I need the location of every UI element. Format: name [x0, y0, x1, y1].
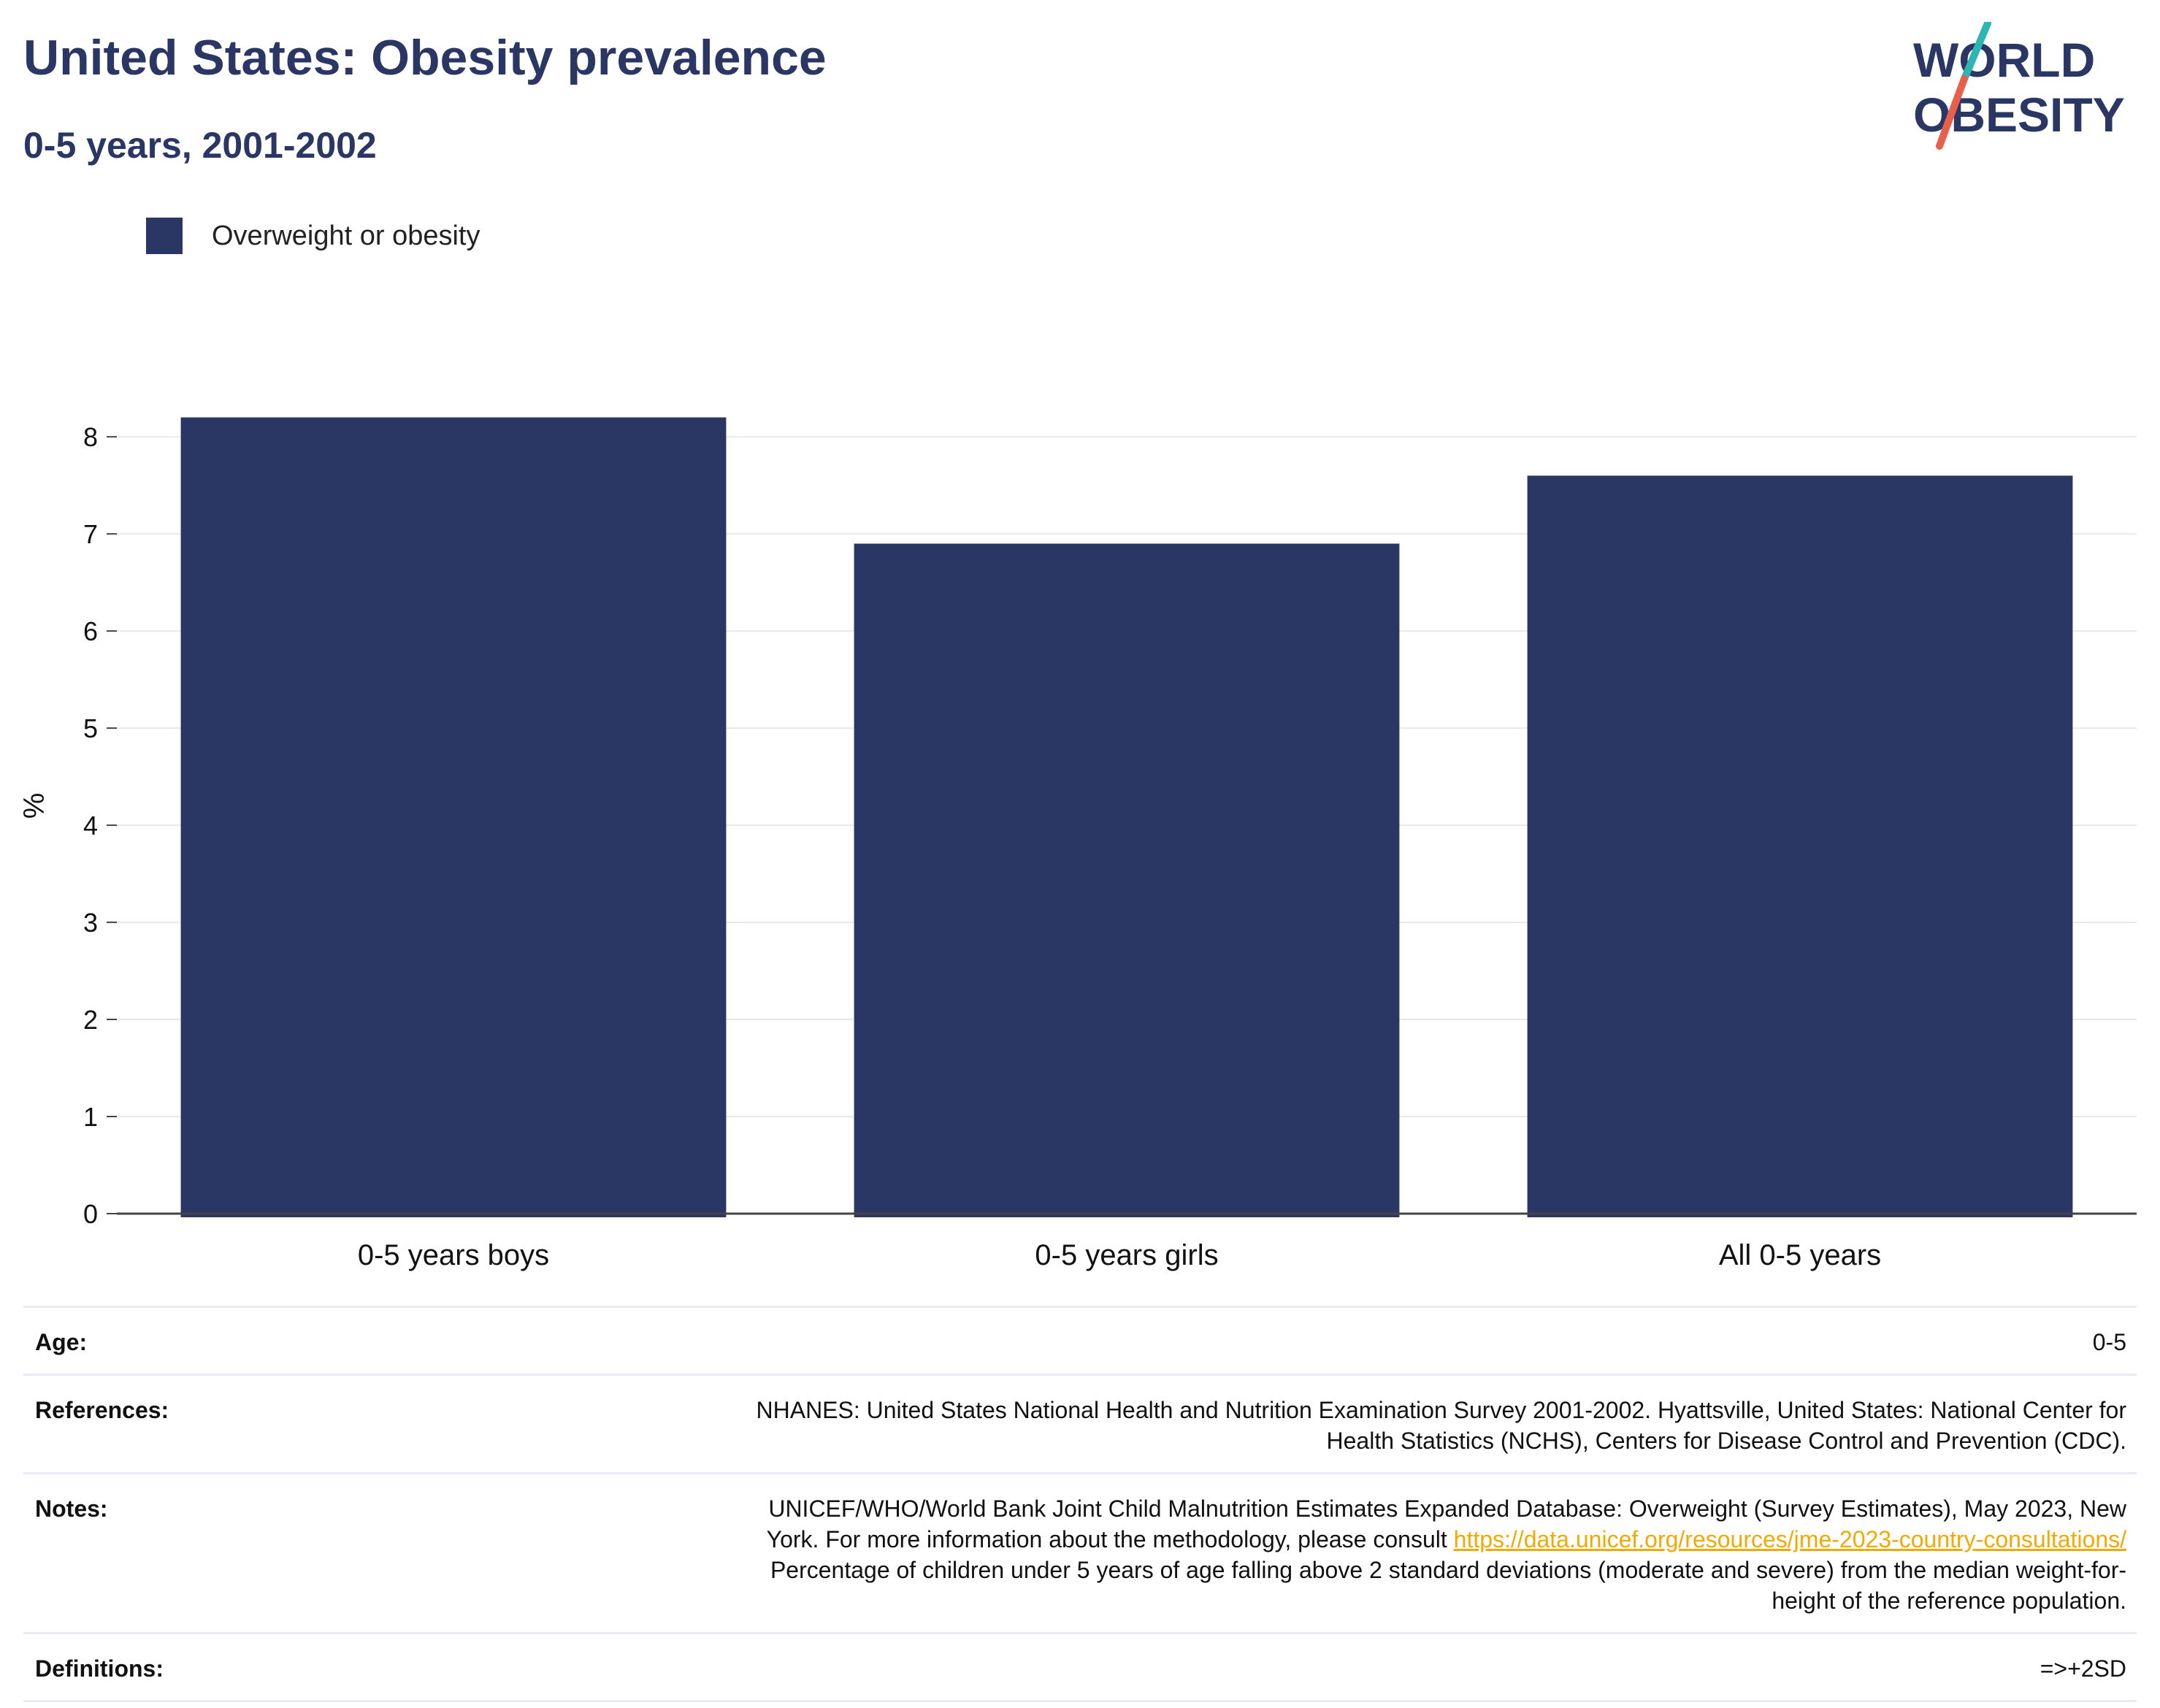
y-tick-label: 5: [83, 713, 98, 743]
logo-slash-top: [1961, 22, 1991, 83]
definitions-label: Definitions:: [35, 1655, 164, 1682]
chart-title: United States: Obesity prevalence: [23, 30, 827, 85]
bar: [180, 417, 727, 1217]
x-tick-label: 0-5 years girls: [1035, 1239, 1218, 1271]
info-table: Age: 0-5 References: NHANES: United Stat…: [23, 1306, 2137, 1702]
bars: [180, 417, 2073, 1217]
references-value: NHANES: United States National Health an…: [313, 1395, 2127, 1456]
age-value: 0-5: [2092, 1329, 2126, 1355]
logo-line1: WORLD: [1913, 33, 2095, 87]
definitions-value: =>+2SD: [2040, 1655, 2126, 1682]
logo-slash-bottom: [1936, 75, 1968, 150]
legend-label: Overweight or obesity: [212, 220, 480, 251]
y-tick-label: 6: [83, 616, 98, 646]
y-tick-label: 7: [83, 519, 98, 549]
info-row-definitions: Definitions: =>+2SD: [23, 1632, 2137, 1702]
notes-line-2: York. For more information about the met…: [766, 1526, 1447, 1552]
info-row-age: Age: 0-5: [23, 1306, 2137, 1374]
age-label: Age:: [35, 1329, 88, 1355]
info-row-references: References: NHANES: United States Nation…: [23, 1374, 2137, 1472]
bar: [854, 543, 1400, 1217]
methodology-link[interactable]: https://data.unicef.org/resources/jme-20…: [1453, 1526, 2126, 1552]
axes: 0 1 2 3 4 5 6 7 8 0-5 years boys 0-5 years girls Al…: [18, 422, 2137, 1271]
notes-label: Notes:: [35, 1496, 108, 1522]
y-tick-label: 4: [83, 811, 98, 840]
x-tick-label: 0-5 years boys: [358, 1239, 549, 1271]
references-line-2: Health Statistics (NCHS), Centers for Di…: [1326, 1428, 2126, 1454]
notes-line-1: UNICEF/WHO/World Bank Joint Child Malnut…: [768, 1496, 2126, 1522]
world-obesity-logo: WORLD OBESITY: [1913, 22, 2125, 150]
notes-line-4: height of the reference population.: [1772, 1588, 2126, 1614]
notes-line-3: Percentage of children under 5 years of …: [770, 1557, 2126, 1583]
chart-legend[interactable]: Overweight or obesity: [146, 218, 480, 254]
y-tick-label: 1: [83, 1102, 98, 1132]
y-axis-label: %: [18, 793, 50, 819]
references-line-1: NHANES: United States National Health an…: [756, 1397, 2127, 1423]
bar-chart: 0 1 2 3 4 5 6 7 8 0-5 years boys 0-5 years girls Al…: [18, 417, 2137, 1271]
y-tick-label: 0: [83, 1199, 98, 1229]
chart-subtitle: 0-5 years, 2001-2002: [23, 125, 377, 166]
bar: [1527, 475, 2073, 1217]
y-tick-label: 3: [83, 908, 98, 938]
legend-swatch: [146, 218, 183, 254]
y-tick-label: 2: [83, 1005, 98, 1035]
references-label: References:: [35, 1397, 169, 1423]
info-row-notes: Notes: UNICEF/WHO/World Bank Joint Child…: [23, 1472, 2137, 1632]
notes-value: UNICEF/WHO/World Bank Joint Child Malnut…: [313, 1493, 2126, 1616]
x-tick-label: All 0-5 years: [1719, 1239, 1881, 1271]
y-tick-label: 8: [83, 422, 98, 452]
